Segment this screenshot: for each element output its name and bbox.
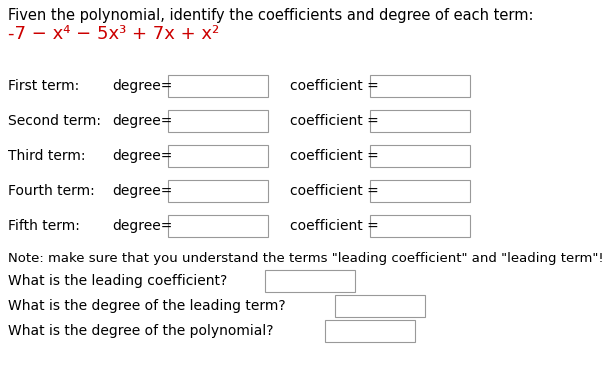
Bar [370, 215, 470, 237]
Text: coefficient =: coefficient = [290, 114, 379, 128]
Text: degree=: degree= [112, 219, 172, 233]
Bar [168, 180, 268, 202]
Text: coefficient =: coefficient = [290, 79, 379, 93]
Text: degree=: degree= [112, 149, 172, 163]
Text: degree=: degree= [112, 114, 172, 128]
Bar [168, 75, 268, 97]
Bar [370, 145, 470, 167]
Bar [168, 110, 268, 132]
Text: Fifth term:: Fifth term: [8, 219, 80, 233]
Text: First term:: First term: [8, 79, 79, 93]
Bar [370, 110, 470, 132]
Text: degree=: degree= [112, 79, 172, 93]
Text: Fiven the polynomial, identify the coefficients and degree of each term:: Fiven the polynomial, identify the coeff… [8, 8, 533, 23]
Text: coefficient =: coefficient = [290, 184, 379, 198]
Text: coefficient =: coefficient = [290, 219, 379, 233]
Text: Second term:: Second term: [8, 114, 101, 128]
Bar [325, 320, 415, 342]
Text: -7 − x⁴ − 5x³ + 7x + x²: -7 − x⁴ − 5x³ + 7x + x² [8, 25, 219, 43]
Text: degree=: degree= [112, 184, 172, 198]
Text: What is the degree of the polynomial?: What is the degree of the polynomial? [8, 324, 273, 338]
Text: What is the degree of the leading term?: What is the degree of the leading term? [8, 299, 286, 313]
Text: Third term:: Third term: [8, 149, 85, 163]
Text: What is the leading coefficient?: What is the leading coefficient? [8, 274, 227, 288]
Bar [335, 295, 425, 317]
Text: Fourth term:: Fourth term: [8, 184, 95, 198]
Bar [370, 75, 470, 97]
Bar [370, 180, 470, 202]
Text: coefficient =: coefficient = [290, 149, 379, 163]
Bar [168, 215, 268, 237]
Text: Note: make sure that you understand the terms "leading coefficient" and "leading: Note: make sure that you understand the … [8, 252, 604, 265]
Bar [265, 270, 355, 292]
Bar [168, 145, 268, 167]
